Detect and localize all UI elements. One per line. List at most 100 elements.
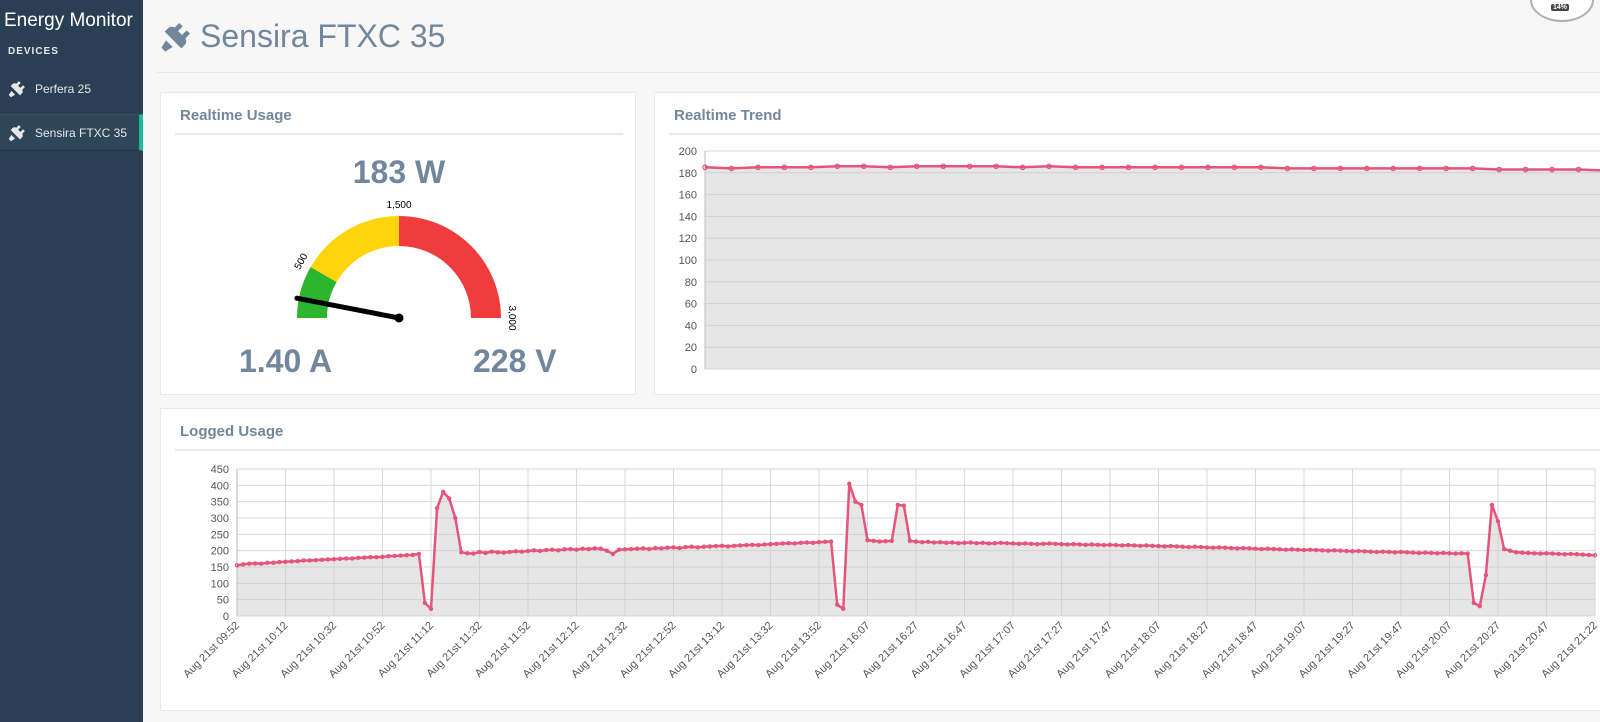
- data-point: [550, 547, 555, 552]
- data-point: [380, 554, 385, 560]
- data-point: [598, 546, 603, 551]
- data-point: [1356, 548, 1361, 554]
- data-point: [1231, 164, 1238, 171]
- y-tick-label: 80: [685, 277, 697, 289]
- sidebar-item-perfera-25[interactable]: Perfera 25: [0, 70, 143, 107]
- data-point: [628, 546, 634, 552]
- data-point: [246, 561, 252, 566]
- devices-section-label: DEVICES: [8, 46, 59, 57]
- data-point: [1483, 572, 1489, 578]
- data-point: [1041, 541, 1046, 547]
- data-point: [459, 550, 464, 555]
- data-point: [1441, 550, 1446, 556]
- realtime-trend-panel: Realtime Trend 0 20 40 60 80 100 120 140 160 180 2…: [654, 92, 1600, 395]
- sidebar-item-sensira-ftxc-35[interactable]: Sensira FTXC 35: [0, 114, 143, 151]
- data-point: [1338, 548, 1343, 553]
- data-point: [1526, 550, 1531, 556]
- data-point: [277, 559, 282, 565]
- data-point: [986, 541, 991, 546]
- data-point: [1156, 543, 1161, 549]
- data-point: [931, 540, 937, 545]
- y-tick-label: 20: [685, 342, 697, 354]
- data-point: [1398, 549, 1404, 555]
- y-tick-label: 180: [679, 168, 697, 180]
- data-point: [1277, 547, 1282, 552]
- data-point: [1332, 548, 1337, 553]
- data-point: [465, 551, 470, 556]
- data-point: [495, 550, 500, 555]
- data-point: [659, 546, 664, 551]
- data-point: [944, 540, 949, 546]
- data-point: [1016, 541, 1022, 547]
- data-point: [1235, 546, 1240, 551]
- data-point: [808, 164, 814, 171]
- data-point: [653, 545, 658, 551]
- gauge-tick-label: 3,000: [506, 305, 517, 330]
- data-point: [1520, 550, 1525, 555]
- data-point: [1532, 551, 1537, 556]
- data-point: [392, 553, 397, 559]
- data-point: [325, 557, 331, 562]
- panel-title: Realtime Usage: [180, 107, 292, 124]
- data-point: [428, 606, 434, 612]
- data-point: [610, 551, 616, 557]
- data-point: [1471, 600, 1476, 606]
- y-tick-label: 0: [691, 364, 697, 376]
- data-point: [1059, 541, 1064, 547]
- data-point: [756, 542, 761, 548]
- data-point: [887, 164, 894, 171]
- series-area: [237, 483, 1595, 616]
- data-point: [507, 549, 513, 555]
- data-point: [1469, 165, 1476, 172]
- data-point: [1311, 165, 1317, 172]
- data-point: [1125, 542, 1131, 548]
- data-point: [349, 556, 355, 561]
- data-point: [416, 551, 422, 557]
- data-point: [1010, 541, 1016, 546]
- data-point: [1022, 541, 1028, 546]
- y-tick-label: 250: [211, 529, 229, 541]
- data-point: [604, 548, 610, 553]
- data-point: [1113, 542, 1119, 548]
- data-point: [337, 556, 343, 562]
- data-point: [1247, 546, 1252, 551]
- data-point: [616, 547, 622, 552]
- data-point: [531, 548, 537, 553]
- data-point: [1443, 165, 1449, 172]
- data-point: [1186, 544, 1192, 550]
- profile-badge[interactable]: 14%: [1530, 0, 1594, 22]
- data-point: [695, 545, 700, 550]
- data-point: [719, 543, 725, 548]
- app-title[interactable]: Energy Monitor: [4, 10, 133, 31]
- data-point: [356, 555, 361, 561]
- data-point: [907, 538, 913, 544]
- data-point: [1447, 551, 1452, 556]
- data-point: [1326, 548, 1331, 553]
- data-point: [859, 502, 864, 508]
- panel-divider: [669, 133, 1600, 135]
- data-point: [871, 538, 876, 544]
- data-point: [362, 555, 367, 560]
- data-point: [265, 560, 270, 565]
- data-point: [489, 549, 494, 554]
- data-point: [1205, 164, 1211, 171]
- data-point: [1259, 546, 1264, 552]
- data-point: [781, 164, 788, 171]
- data-point: [1556, 551, 1561, 557]
- data-point: [889, 538, 894, 544]
- data-point: [1374, 549, 1379, 555]
- data-point: [677, 545, 682, 551]
- data-point: [513, 549, 519, 554]
- data-point: [861, 163, 867, 170]
- data-point: [774, 541, 779, 547]
- data-point: [343, 556, 349, 561]
- data-point: [453, 515, 458, 521]
- data-point: [374, 554, 379, 560]
- data-point: [974, 540, 979, 546]
- data-point: [707, 544, 713, 549]
- data-point: [1192, 544, 1198, 549]
- data-point: [647, 546, 652, 552]
- data-point: [966, 163, 973, 170]
- data-point: [968, 540, 973, 545]
- data-point: [1071, 541, 1076, 547]
